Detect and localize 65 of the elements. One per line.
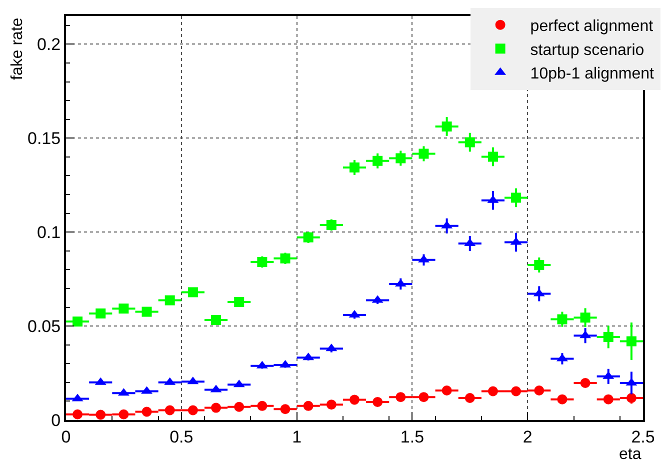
point bbox=[280, 253, 290, 264]
legend-label: startup scenario bbox=[530, 42, 644, 59]
x-axis-title: eta bbox=[619, 446, 642, 463]
point bbox=[534, 260, 544, 270]
point bbox=[396, 153, 406, 164]
point bbox=[326, 220, 336, 230]
point bbox=[418, 148, 429, 159]
point bbox=[234, 402, 244, 412]
x-tick-label: 0.5 bbox=[170, 427, 194, 446]
point bbox=[188, 405, 198, 416]
point bbox=[464, 137, 475, 148]
point bbox=[511, 192, 522, 203]
point bbox=[142, 406, 152, 417]
point bbox=[418, 392, 429, 402]
legend-label: perfect alignment bbox=[530, 18, 654, 36]
x-tick-label: 2 bbox=[522, 427, 532, 446]
point bbox=[164, 405, 175, 416]
point bbox=[96, 410, 106, 420]
point bbox=[164, 295, 175, 306]
y-tick-label: 0.1 bbox=[36, 223, 61, 242]
point bbox=[603, 394, 614, 404]
point bbox=[326, 400, 336, 410]
point bbox=[603, 332, 614, 342]
point bbox=[372, 156, 383, 166]
point bbox=[72, 316, 83, 327]
point bbox=[118, 409, 129, 420]
point bbox=[350, 394, 360, 405]
y-tick-label: 0 bbox=[51, 410, 61, 430]
point bbox=[626, 336, 636, 346]
point bbox=[442, 121, 452, 132]
point bbox=[396, 392, 406, 402]
y-axis-title: fake rate bbox=[8, 18, 26, 80]
point bbox=[142, 306, 152, 317]
point bbox=[211, 402, 222, 413]
point bbox=[350, 162, 360, 172]
point bbox=[580, 312, 590, 323]
point bbox=[72, 409, 83, 420]
point bbox=[488, 152, 498, 162]
point bbox=[557, 394, 568, 404]
point bbox=[211, 315, 222, 326]
y-tick-label: 0.05 bbox=[28, 317, 61, 336]
x-tick-label: 1 bbox=[292, 427, 302, 446]
point bbox=[580, 378, 590, 388]
point bbox=[303, 400, 314, 411]
point bbox=[96, 308, 106, 318]
point bbox=[234, 296, 244, 307]
point bbox=[557, 314, 568, 324]
x-tick-label: 2.5 bbox=[631, 427, 655, 446]
point bbox=[464, 393, 475, 404]
point bbox=[488, 386, 498, 396]
point bbox=[442, 386, 452, 396]
point bbox=[257, 400, 268, 411]
point bbox=[303, 232, 314, 242]
point bbox=[511, 386, 522, 396]
point bbox=[280, 404, 290, 414]
x-tick-label: 1.5 bbox=[400, 427, 424, 446]
point bbox=[534, 386, 544, 396]
point bbox=[372, 396, 383, 407]
point bbox=[118, 304, 129, 314]
point bbox=[188, 287, 198, 298]
point bbox=[626, 393, 636, 404]
y-tick-label: 0.15 bbox=[28, 129, 61, 148]
point bbox=[257, 256, 268, 267]
y-tick-label: 0.2 bbox=[36, 35, 61, 54]
legend-label: 10pb-1 alignment bbox=[530, 66, 655, 83]
